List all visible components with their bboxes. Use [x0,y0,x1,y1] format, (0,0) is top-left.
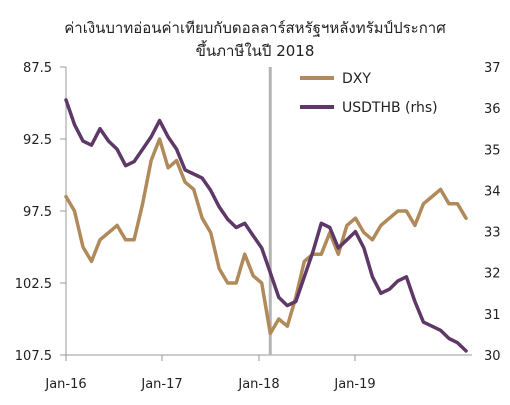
y-right-tick-label: 33 [484,226,501,241]
y-left-tick-label: 87.5 [23,61,52,76]
series-lines [64,98,468,353]
y-right-tick-label: 32 [484,267,501,282]
y-left-tick-label: 92.5 [23,133,52,148]
x-tick-label: Jan-19 [333,377,375,392]
y-right-tick-label: 31 [484,308,501,323]
axes: 87.5 92.5 97.5 102.5 107.5 30 31 32 33 34 35 36 37 Ja… [15,61,501,392]
y-right-tick-label: 36 [484,102,501,117]
chart-title-line-2: ขึ้นภาษีในปี 2018 [196,40,315,60]
y-right-tick-label: 34 [484,184,501,199]
series-line-dxy [64,137,468,336]
legend-label: DXY [342,71,371,87]
legend-label: USDTHB (rhs) [342,100,438,116]
y-left-tick-label: 107.5 [15,349,52,364]
y-right-tick-label: 30 [484,349,501,364]
legend: DXY USDTHB (rhs) [300,71,438,116]
x-tick-label: Jan-16 [44,377,86,392]
series-line-usdthb [64,98,468,353]
y-left-tick-label: 97.5 [23,205,52,220]
x-tick-label: Jan-17 [140,377,182,392]
x-tick-label: Jan-18 [237,377,279,392]
chart-title-line-1: ค่าเงินบาทอ่อนค่าเทียบกับดอลลาร์สหรัฐฯหล… [64,19,446,37]
y-right-tick-label: 37 [484,61,501,76]
y-left-tick-label: 102.5 [15,277,52,292]
y-right-tick-label: 35 [484,143,501,158]
